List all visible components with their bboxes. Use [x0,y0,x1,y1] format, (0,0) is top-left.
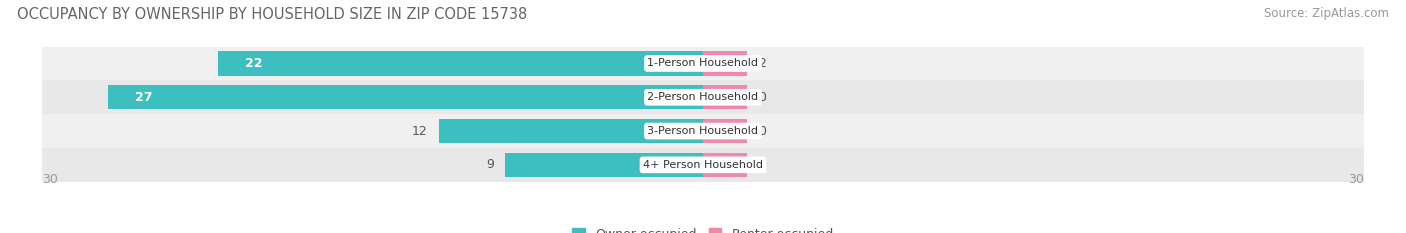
Text: 0: 0 [758,91,766,104]
Bar [703,51,747,76]
Bar [703,119,747,143]
Legend: Owner-occupied, Renter-occupied: Owner-occupied, Renter-occupied [568,223,838,233]
Text: Source: ZipAtlas.com: Source: ZipAtlas.com [1264,7,1389,20]
Bar [505,153,703,177]
Text: 30: 30 [42,173,58,186]
Bar [703,85,747,110]
Bar [218,51,703,76]
Bar [42,148,1364,182]
Text: 1-Person Household: 1-Person Household [648,58,758,69]
Text: 12: 12 [412,125,427,137]
Bar [42,80,1364,114]
Text: 22: 22 [245,57,263,70]
Text: 30: 30 [1348,173,1364,186]
Text: 2-Person Household: 2-Person Household [647,92,759,102]
Text: 9: 9 [486,158,494,171]
Text: 27: 27 [135,91,152,104]
Bar [703,153,747,177]
Text: 0: 0 [758,125,766,137]
Text: OCCUPANCY BY OWNERSHIP BY HOUSEHOLD SIZE IN ZIP CODE 15738: OCCUPANCY BY OWNERSHIP BY HOUSEHOLD SIZE… [17,7,527,22]
Bar [42,47,1364,80]
Text: 0: 0 [758,158,766,171]
Bar [108,85,703,110]
Bar [439,119,703,143]
Text: 2: 2 [758,57,766,70]
Text: 4+ Person Household: 4+ Person Household [643,160,763,170]
Text: 3-Person Household: 3-Person Household [648,126,758,136]
Bar [42,114,1364,148]
